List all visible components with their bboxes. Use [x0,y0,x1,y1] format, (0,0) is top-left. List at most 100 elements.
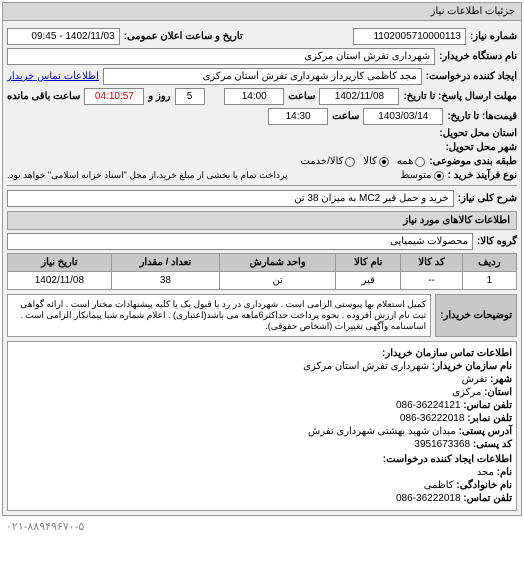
panel-body: شماره نیاز: 1102005710000113 تاریخ و ساع… [3,21,521,515]
ci-postal: 3951673368 [414,439,470,450]
col-date: تاریخ نیاز [8,254,112,272]
cell-unit: تن [220,272,336,290]
ri-family: کاظمی [424,480,454,491]
description-block: توضیحات خریدار: کمیل استعلام بها پیوستی … [7,294,517,337]
deadline-date: 1402/11/08 [319,88,399,105]
category-all[interactable]: همه [397,156,425,167]
contact-info-title: اطلاعات تماس سازمان خریدار: [382,348,512,359]
col-code: کد کالا [401,254,462,272]
purchase-type-medium[interactable]: متوسط [400,170,443,181]
ri-phone-label: تلفن تماس: [463,493,512,504]
description-text: کمیل استعلام بها پیوستی الزامی است . شهر… [7,294,431,337]
row-goods-group: گروه کالا: محصولات شیمیایی [7,233,517,250]
deadline-time-label: ساعت [288,91,315,102]
radio-icon [345,157,355,167]
category-radio-group: همه کالا کالا/خدمت [301,156,426,167]
category-service[interactable]: کالا/خدمت [301,156,356,167]
ci-city: تفرش [462,374,488,385]
requester-label: ایجاد کننده درخواست: [426,71,517,82]
announce-datetime-label: تاریخ و ساعت اعلان عمومی: [124,31,243,42]
ci-province: مرکزی [452,387,481,398]
ci-city-label: شهر: [490,374,512,385]
ci-postal-label: کد پستی: [473,439,512,450]
radio-icon [415,157,425,167]
ci-org: شهرداری تفرش استان مرکزی [303,361,429,372]
subject-label: شرح کلی نیاز: [458,193,517,204]
cell-date: 1402/11/08 [8,272,112,290]
remaining-label: ساعت باقی مانده [7,91,80,102]
row-category: طبقه بندی موضوعی: همه کالا کالا/خدمت [7,156,517,167]
validity-date: 1403/03/14 [363,108,443,125]
requester-info-title: اطلاعات ایجاد کننده درخواست: [383,454,512,465]
row-deadline: مهلت ارسال پاسخ: تا تاریخ: 1402/11/08 سا… [7,88,517,105]
goods-group-label: گروه کالا: [477,236,517,247]
row-purchase-type: نوع فرآیند خرید : متوسط پرداخت تمام یا ب… [7,170,517,181]
row-delivery-province: استان محل تحویل: [7,128,517,139]
ci-fax: 36222018-086 [400,413,465,424]
days-value: 5 [175,88,205,105]
ri-family-label: نام خانوادگی: [456,480,512,491]
goods-group-value: محصولات شیمیایی [7,233,473,250]
deadline-time: 14:00 [224,88,284,105]
days-label: روز و [148,91,170,102]
cell-code: -- [401,272,462,290]
description-label: توضیحات خریدار: [435,294,517,337]
category-label: طبقه بندی موضوعی: [429,156,517,167]
table-row: 1 -- قیر تن 38 1402/11/08 [8,272,517,290]
category-goods[interactable]: کالا [363,156,389,167]
ci-province-label: استان: [484,387,512,398]
request-number-value: 1102005710000113 [353,28,466,45]
row-request-number: شماره نیاز: 1102005710000113 تاریخ و ساع… [7,28,517,45]
footer-phone: ۰۲۱-۸۸۹۴۹۶۷۰-۵ [0,518,524,535]
cell-row: 1 [462,272,516,290]
purchase-type-label: نوع فرآیند خرید : [448,170,517,181]
goods-table: ردیف کد کالا نام کالا واحد شمارش تعداد /… [7,253,517,290]
col-row: ردیف [462,254,516,272]
remaining-time: 04:10:57 [84,88,144,105]
category-service-label: کالا/خدمت [301,156,344,167]
purchase-type-medium-label: متوسط [400,170,431,181]
col-name: نام کالا [336,254,401,272]
delivery-city-label: شهر محل تحویل: [445,142,517,153]
panel-header: جزئیات اطلاعات نیاز [3,3,521,21]
ri-name: مجد [477,467,494,478]
ci-address-label: آدرس پستی: [459,426,512,437]
ci-phone-label: تلفن تماس: [463,400,512,411]
purchase-type-radio-group: متوسط [400,170,443,181]
validity-time-label: ساعت [332,111,359,122]
contact-info-block: اطلاعات تماس سازمان خریدار: نام سازمان خ… [7,341,517,511]
ci-phone: 36224121-086 [396,400,461,411]
row-validity: قیمت‌ها: تا تاریخ: 1403/03/14 ساعت 14:30 [7,108,517,125]
ri-phone: 36222018-086 [396,493,461,504]
radio-icon [434,171,444,181]
delivery-province-label: استان محل تحویل: [439,128,517,139]
validity-label: قیمت‌ها: تا تاریخ: [447,111,517,122]
goods-section-title: اطلاعات کالاهای مورد نیاز [7,211,517,230]
announce-datetime-value: 1402/11/03 - 09:45 [7,28,120,45]
cell-qty: 38 [111,272,219,290]
purchase-note: پرداخت تمام یا بخشی از مبلغ خرید،از محل … [7,170,287,181]
row-org-name: نام دستگاه خریدار: شهرداری تفرش استان مر… [7,48,517,65]
request-number-label: شماره نیاز: [470,31,517,42]
ci-fax-label: تلفن نمابر: [467,413,512,424]
ci-address: میدان شهید بهشتی شهرداری تفرش [308,426,456,437]
requester-value: مجد کاظمی کارپرداز شهرداری تفرش استان مر… [103,68,422,85]
ci-org-label: نام سازمان خریدار: [432,361,512,372]
contact-link[interactable]: اطلاعات تماس خریدار [7,71,99,82]
deadline-label: مهلت ارسال پاسخ: تا تاریخ: [403,91,517,102]
details-panel: جزئیات اطلاعات نیاز شماره نیاز: 11020057… [2,2,522,516]
category-goods-label: کالا [363,156,377,167]
org-name-value: شهرداری تفرش استان مرکزی [7,48,435,65]
radio-icon [379,157,389,167]
col-qty: تعداد / مقدار [111,254,219,272]
validity-time: 14:30 [268,108,328,125]
table-header-row: ردیف کد کالا نام کالا واحد شمارش تعداد /… [8,254,517,272]
cell-name: قیر [336,272,401,290]
row-requester: ایجاد کننده درخواست: مجد کاظمی کارپرداز … [7,68,517,85]
subject-value: خرید و حمل قیر MC2 به میزان 38 تن [7,190,454,207]
ri-name-label: نام: [497,467,512,478]
col-unit: واحد شمارش [220,254,336,272]
row-subject: شرح کلی نیاز: خرید و حمل قیر MC2 به میزا… [7,190,517,207]
org-name-label: نام دستگاه خریدار: [439,51,517,62]
category-all-label: همه [397,156,413,167]
